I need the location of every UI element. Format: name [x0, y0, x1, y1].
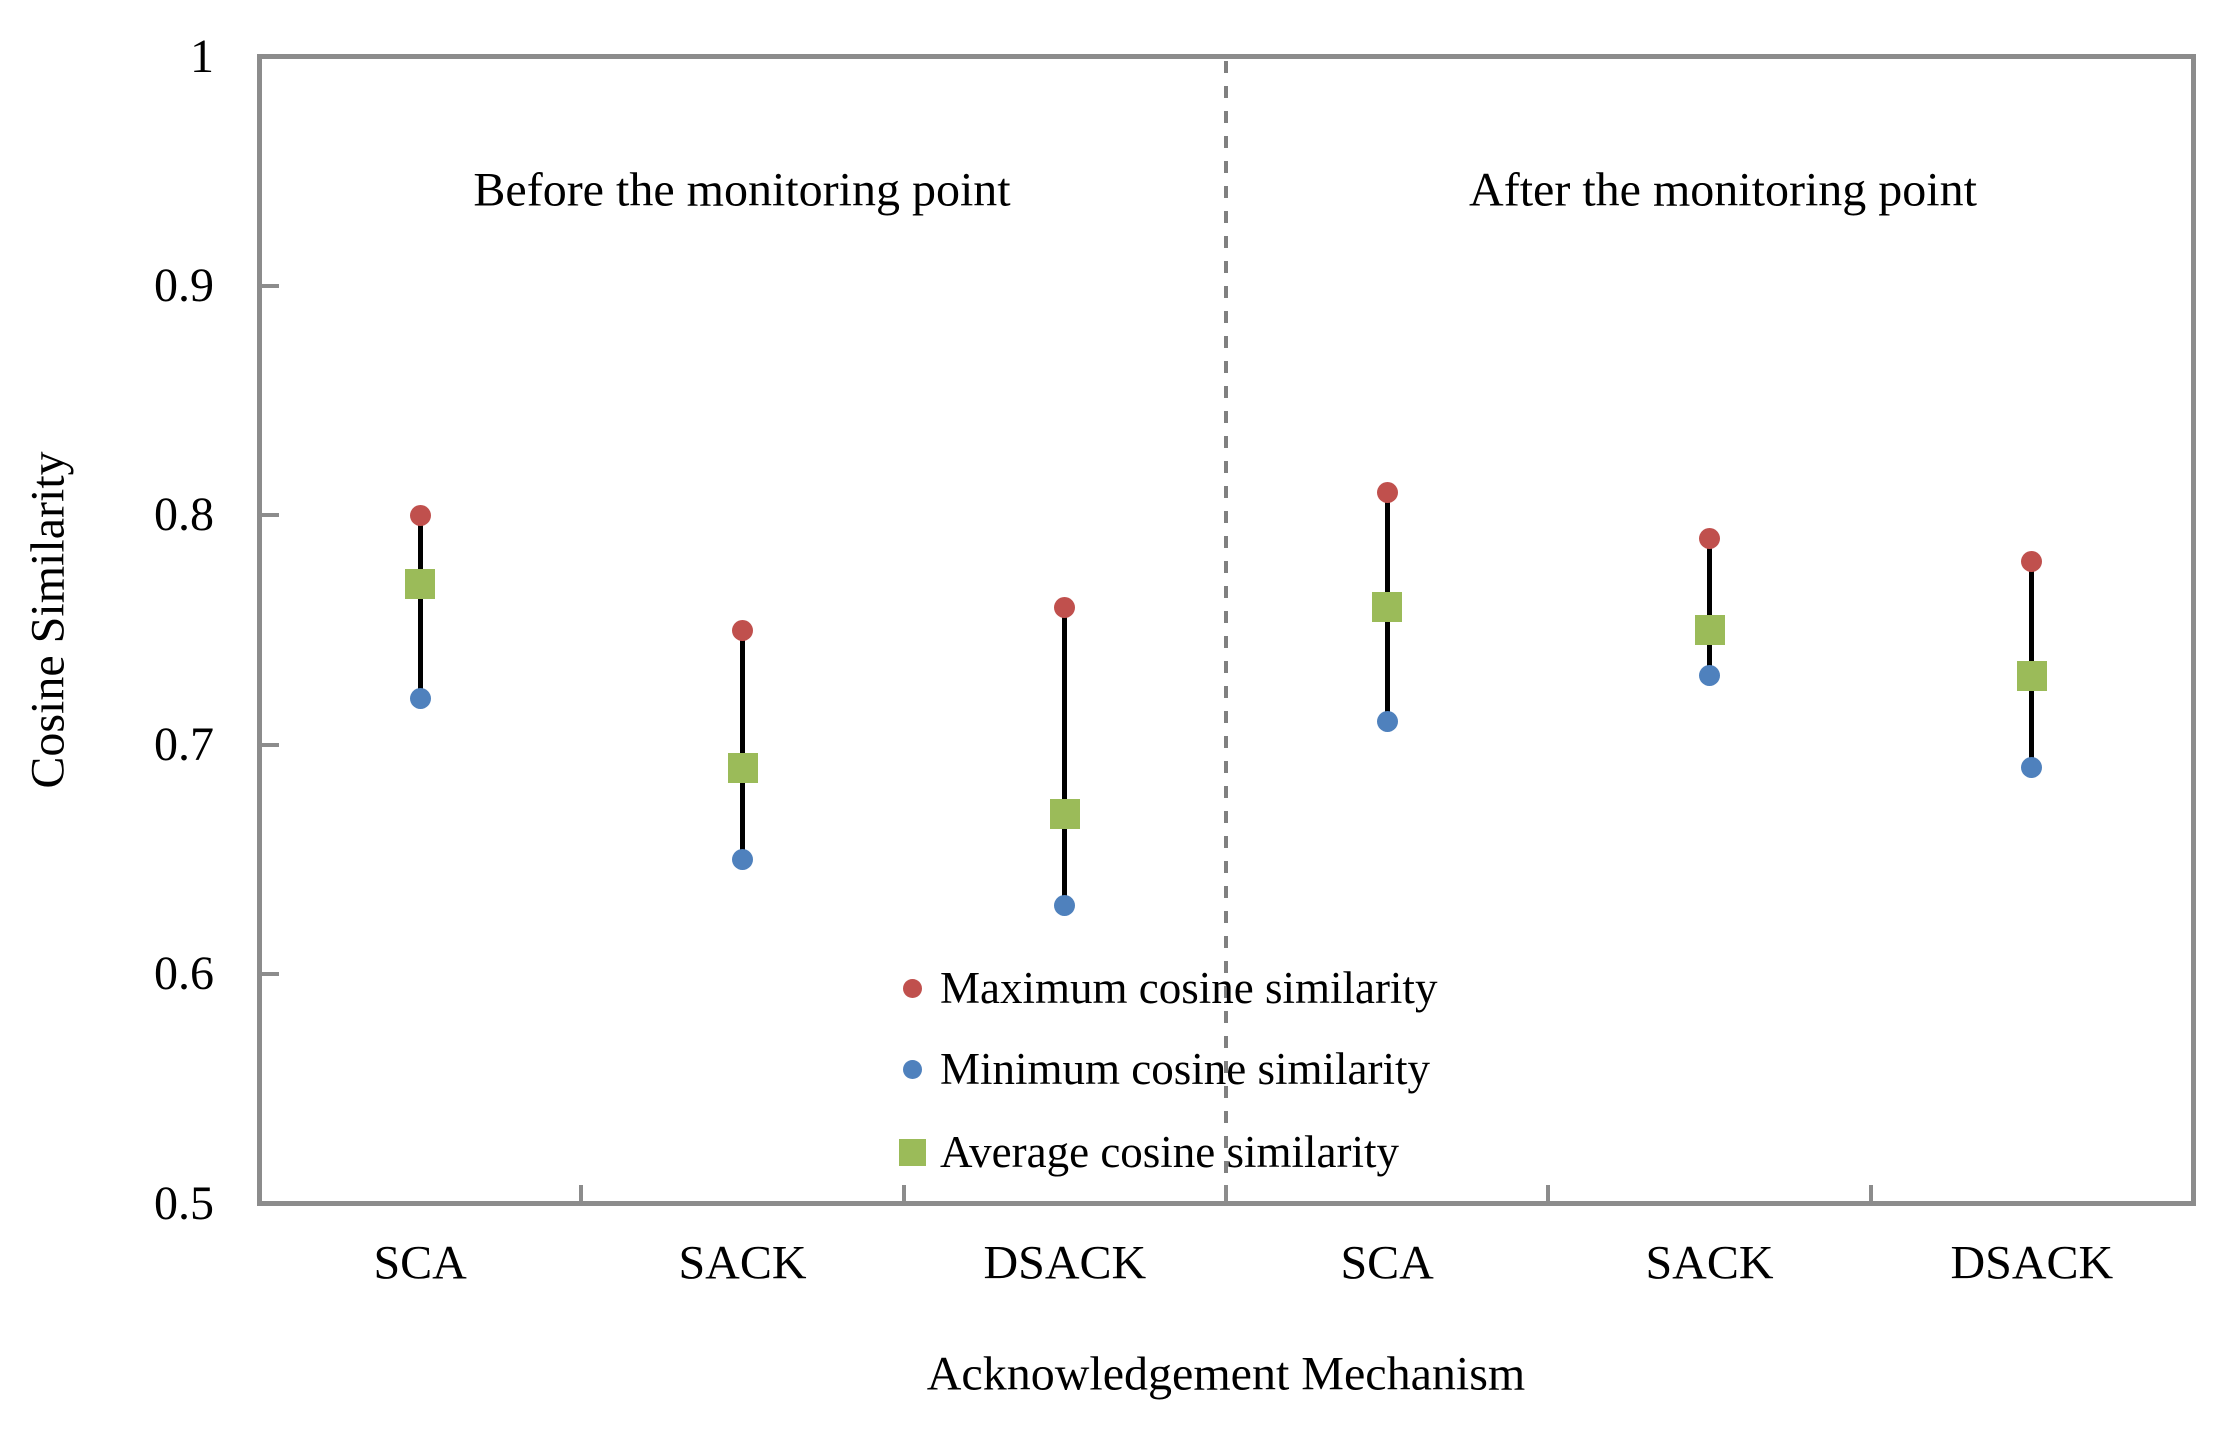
legend-label: Maximum cosine similarity	[940, 963, 1438, 1013]
average-marker	[727, 752, 758, 783]
maximum-marker	[732, 619, 753, 641]
y-tick-mark	[262, 742, 279, 747]
x-tick-mark	[1546, 1184, 1551, 1202]
min-max-range-bar	[740, 630, 745, 860]
minimum-marker	[1699, 665, 1720, 687]
minimum-marker	[1376, 711, 1398, 733]
legend-marker-average	[899, 1138, 926, 1166]
x-tick-mark	[1224, 1184, 1228, 1202]
min-max-range-bar	[1062, 607, 1068, 906]
average-marker	[405, 569, 436, 600]
average-marker	[2016, 660, 2047, 691]
y-tick-label: 0.8	[154, 488, 214, 542]
x-category-label: DSACK	[983, 1236, 1147, 1290]
maximum-marker	[1699, 527, 1720, 549]
legend-marker-maximum	[903, 978, 922, 998]
section-divider-dashed-line	[1224, 61, 1228, 1201]
average-marker	[1372, 592, 1403, 623]
y-tick-mark	[262, 972, 279, 977]
y-tick-label: 0.7	[154, 717, 214, 771]
section-label-before: Before the monitoring point	[473, 163, 1011, 217]
x-category-label: SACK	[678, 1236, 807, 1290]
legend-label: Minimum cosine similarity	[940, 1044, 1430, 1094]
average-marker	[1049, 798, 1080, 829]
x-category-label: DSACK	[1950, 1236, 2114, 1290]
min-max-range-bar	[417, 515, 423, 699]
plot-area-frame	[257, 54, 2196, 1206]
average-marker	[1694, 615, 1725, 645]
maximum-marker	[1376, 481, 1398, 503]
y-tick-label: 1	[190, 29, 214, 83]
x-axis-title: Acknowledgement Mechanism	[926, 1347, 1526, 1401]
y-tick-label: 0.9	[154, 258, 214, 312]
min-max-range-bar	[1707, 538, 1712, 676]
x-category-label: SCA	[1340, 1236, 1434, 1290]
legend-marker-minimum	[903, 1059, 922, 1079]
maximum-marker	[2021, 550, 2043, 572]
maximum-marker	[1054, 596, 1076, 618]
x-tick-mark	[579, 1184, 584, 1202]
x-tick-mark	[1868, 1184, 1873, 1202]
y-tick-label: 0.5	[154, 1176, 214, 1230]
x-category-label: SACK	[1645, 1236, 1774, 1290]
minimum-marker	[732, 848, 753, 870]
y-tick-mark	[262, 283, 279, 288]
maximum-marker	[409, 504, 431, 526]
x-tick-mark	[901, 1184, 906, 1202]
minimum-marker	[1054, 894, 1076, 916]
section-label-after: After the monitoring point	[1469, 163, 1977, 217]
minimum-marker	[409, 688, 431, 710]
legend-label: Average cosine similarity	[940, 1127, 1400, 1177]
y-tick-mark	[262, 513, 279, 518]
y-tick-label: 0.6	[154, 947, 214, 1001]
minimum-marker	[2021, 757, 2043, 779]
x-category-label: SCA	[373, 1236, 467, 1290]
